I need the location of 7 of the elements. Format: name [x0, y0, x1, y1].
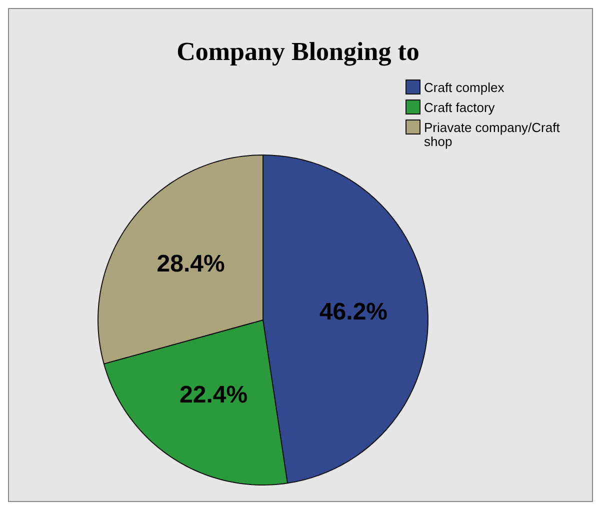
data-label: 22.4% — [180, 381, 248, 408]
chart-title: Company Blonging to — [176, 37, 420, 66]
data-label: 28.4% — [156, 250, 225, 278]
data-label: 46.2% — [319, 298, 388, 326]
legend-label: Craft complex — [424, 80, 505, 95]
legend-label: Priavate company/Craft shop — [424, 120, 560, 149]
legend-label: Craft factory — [424, 100, 496, 115]
